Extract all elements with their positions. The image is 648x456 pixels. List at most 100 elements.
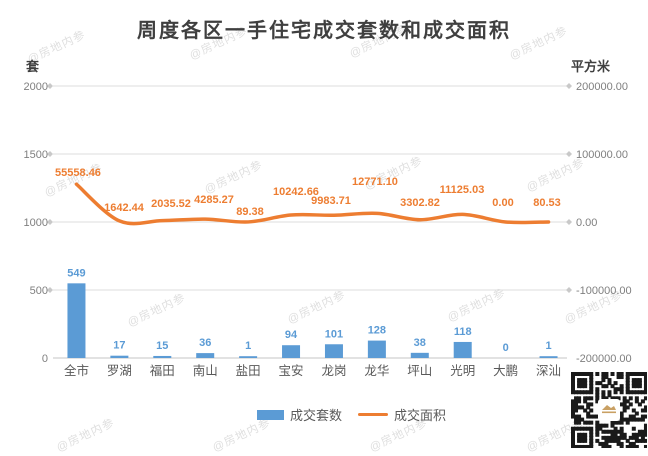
qr-module (601, 435, 606, 440)
qr-module (580, 426, 585, 431)
qr-module (601, 444, 606, 448)
qr-module (619, 414, 624, 419)
qr-module (634, 444, 639, 448)
qr-module (613, 381, 618, 386)
qr-module (577, 399, 582, 404)
qr-module (637, 378, 642, 383)
right-tick-diamond (566, 219, 572, 225)
qr-module (577, 381, 582, 386)
qr-module (571, 399, 575, 404)
qr-module (589, 435, 594, 440)
qr-module (580, 384, 585, 389)
qr-module (601, 396, 606, 401)
qr-module (598, 441, 603, 446)
qr-module (628, 372, 633, 376)
qr-module (574, 396, 579, 401)
qr-module (583, 444, 588, 448)
qr-module (601, 393, 606, 398)
qr-module (625, 372, 630, 376)
qr-module (574, 417, 579, 422)
qr-module (589, 420, 594, 425)
qr-module (577, 444, 582, 448)
qr-module (610, 435, 615, 440)
category-label: 深汕 (536, 364, 561, 378)
qr-module (637, 372, 642, 376)
right-axis-tick-label: 100000.00 (576, 149, 628, 161)
qr-module (631, 432, 636, 437)
qr-module (607, 393, 612, 398)
qr-module (643, 387, 647, 392)
qr-module (577, 414, 582, 419)
qr-module (628, 414, 633, 419)
right-axis-tick-label: -100000.00 (576, 285, 632, 297)
qr-module (628, 396, 633, 401)
legend-label-bars: 成交套数 (289, 408, 342, 423)
qr-module (643, 414, 647, 419)
right-tick-diamond (566, 287, 572, 293)
qr-module (625, 378, 630, 383)
qr-module (604, 372, 609, 376)
qr-module (613, 435, 618, 440)
qr-module (625, 384, 630, 389)
qr-module (625, 387, 630, 392)
qr-module (613, 429, 618, 434)
bar-value-label: 1 (245, 340, 251, 352)
qr-module (637, 381, 642, 386)
qr-module (631, 384, 636, 389)
qr-module (631, 444, 636, 448)
qr-module (595, 432, 600, 437)
qr-module (637, 390, 642, 395)
qr-module (589, 438, 594, 443)
qr-module (637, 432, 642, 437)
left-axis-tick-label: 500 (30, 285, 48, 297)
line-swatch-icon (358, 412, 388, 417)
qr-module (634, 390, 639, 395)
qr-module (589, 375, 594, 380)
qr-module (619, 432, 624, 437)
qr-module (595, 420, 600, 425)
qr-module (577, 426, 582, 431)
qr-module (595, 393, 600, 398)
qr-module (571, 426, 575, 431)
qr-module (574, 444, 579, 448)
qr-module (640, 399, 645, 404)
qr-module (586, 426, 591, 431)
qr-module (640, 435, 645, 440)
qr-module (595, 423, 600, 428)
line-value-label: 12771.10 (352, 176, 398, 188)
qr-module (619, 411, 624, 416)
bar-value-label: 0 (503, 342, 509, 354)
qr-module (595, 399, 600, 404)
qr-module (619, 429, 624, 434)
bar (67, 283, 86, 358)
qr-module (589, 429, 594, 434)
qr-module (616, 387, 621, 392)
qr-module (595, 390, 600, 395)
qr-module (580, 435, 585, 440)
qr-module (613, 438, 618, 443)
qr-module (634, 396, 639, 401)
qr-module (619, 375, 624, 380)
qr-module (574, 399, 579, 404)
qr-module (619, 420, 624, 425)
qr-module (601, 423, 606, 428)
right-axis-tick-label: 0.00 (576, 217, 597, 229)
left-tick-diamond (47, 287, 53, 293)
qr-module (631, 414, 636, 419)
line-value-label: 11125.03 (440, 184, 485, 196)
qr-module (643, 432, 647, 437)
qr-module (580, 381, 585, 386)
qr-module (604, 396, 609, 401)
bar (539, 356, 558, 358)
bar (367, 340, 386, 358)
left-axis-tick-label: 0 (42, 353, 48, 365)
qr-module (574, 426, 579, 431)
qr-module (613, 426, 618, 431)
qr-module (637, 384, 642, 389)
category-label: 罗湖 (107, 363, 132, 378)
qr-module (589, 414, 594, 419)
qr-module (586, 414, 591, 419)
qr-module (604, 384, 609, 389)
qr-module (595, 414, 600, 419)
area-line (74, 182, 551, 226)
